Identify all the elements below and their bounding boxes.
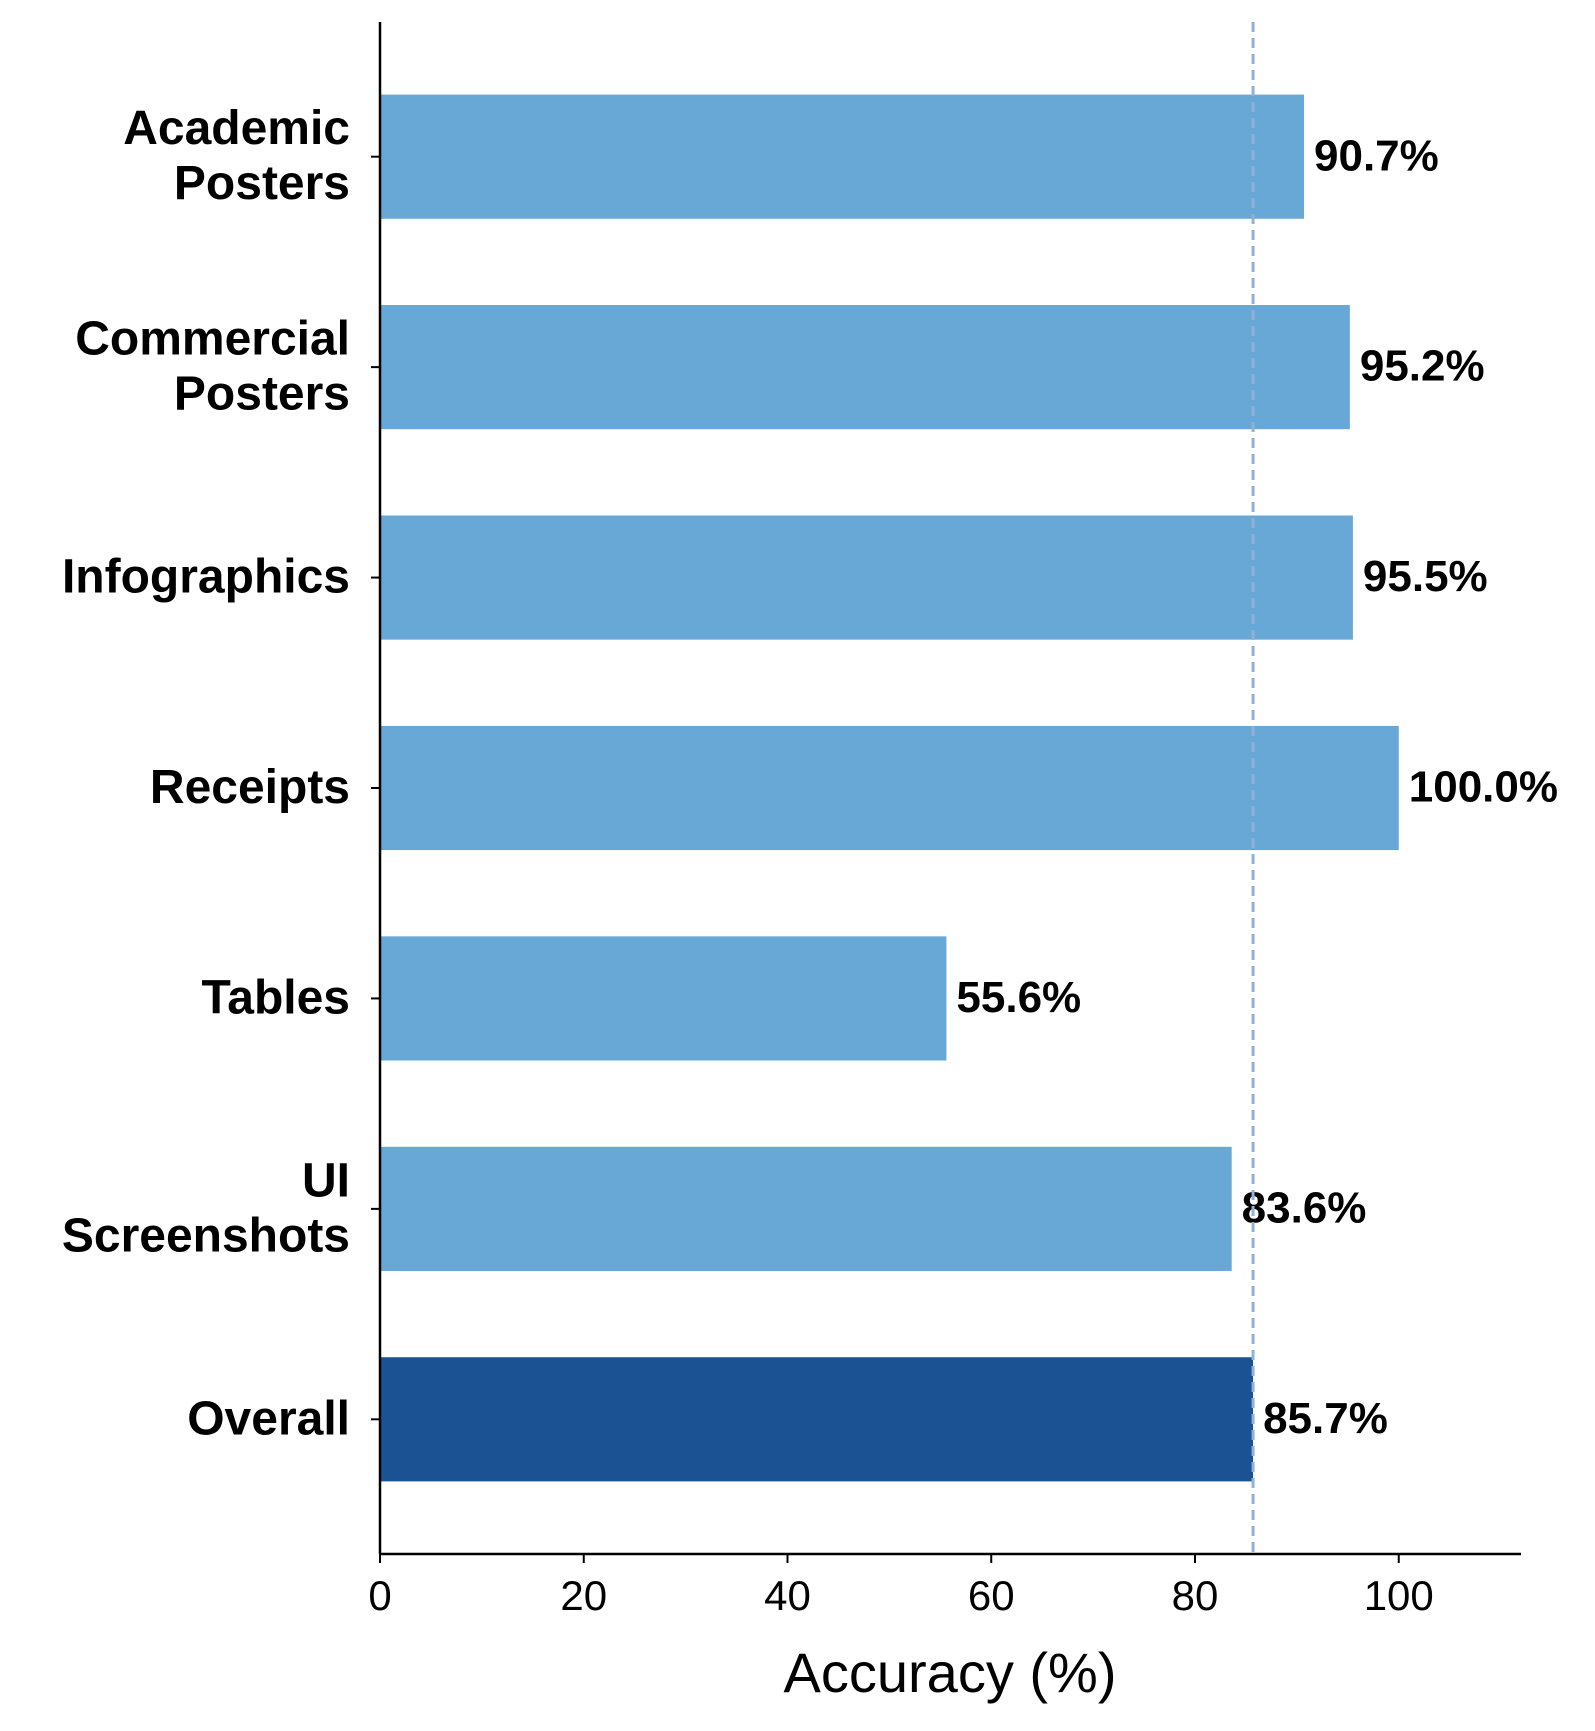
y-tick-label: Overall	[187, 1392, 350, 1445]
x-tick-label: 0	[368, 1572, 391, 1619]
y-tick-label: Tables	[202, 971, 351, 1024]
x-tick-label: 20	[560, 1572, 607, 1619]
bar	[380, 936, 947, 1061]
value-label: 95.5%	[1363, 552, 1488, 601]
x-tick-label: 80	[1172, 1572, 1219, 1619]
y-tick-label: Receipts	[150, 761, 350, 814]
value-label: 100.0%	[1409, 763, 1558, 812]
bar	[380, 94, 1305, 219]
bar	[380, 725, 1399, 851]
bar	[380, 515, 1353, 640]
value-label: 95.2%	[1360, 342, 1485, 391]
value-label: 55.6%	[956, 973, 1081, 1022]
x-tick-label: 40	[764, 1572, 811, 1619]
x-tick-label: 60	[968, 1572, 1015, 1619]
value-label: 83.6%	[1242, 1184, 1367, 1233]
bar	[380, 305, 1350, 430]
y-tick-label: Commercial Posters	[75, 312, 350, 420]
value-label: 90.7%	[1314, 131, 1439, 180]
value-label: 85.7%	[1263, 1394, 1388, 1443]
bar	[380, 1146, 1232, 1271]
x-axis-label: Accuracy (%)	[784, 1641, 1117, 1704]
y-tick-label: UI Screenshots	[62, 1154, 350, 1262]
y-tick-label: Academic Posters	[123, 102, 350, 210]
bar	[380, 1357, 1254, 1482]
x-tick-label: 100	[1364, 1572, 1434, 1619]
y-tick-label: Infographics	[62, 550, 350, 603]
